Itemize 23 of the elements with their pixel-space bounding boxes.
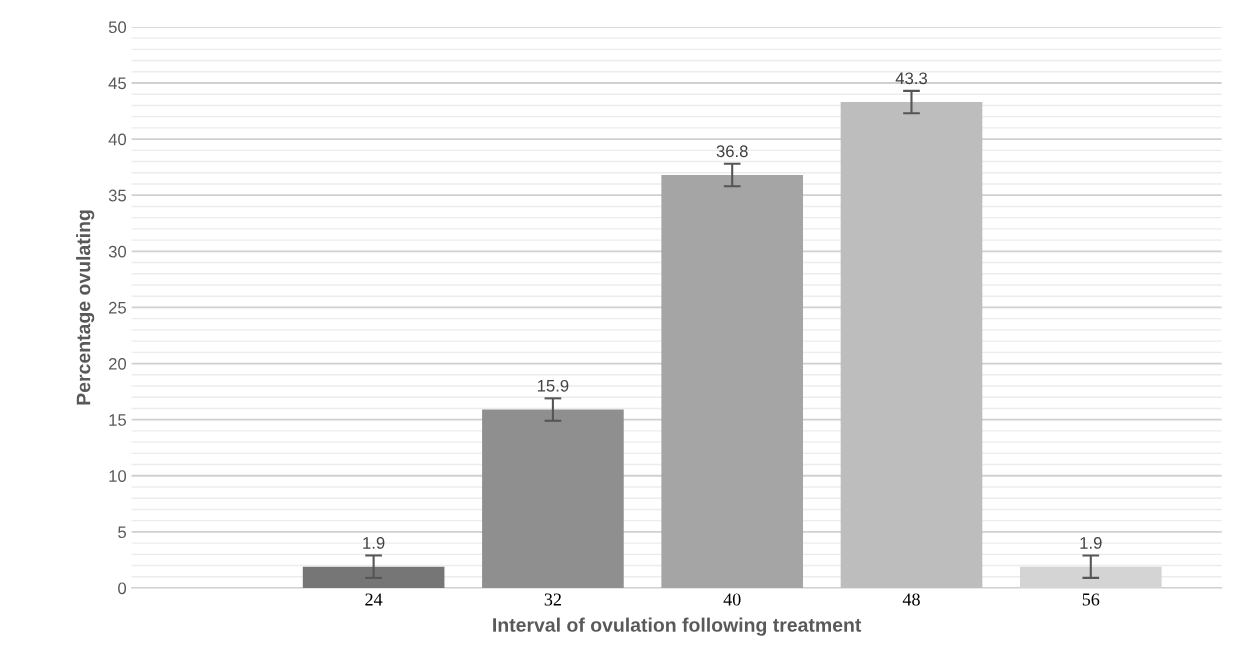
x-axis-title: Interval of ovulation following treatment: [493, 617, 862, 636]
y-tick-label: 25: [109, 301, 127, 314]
y-tick-label: 5: [118, 526, 127, 539]
data-label: 43.3: [895, 72, 927, 85]
y-tick-label: 35: [108, 189, 127, 202]
y-tick-label: 15: [109, 414, 127, 426]
data-label: 36.8: [716, 145, 748, 158]
x-tick-label: 56: [1082, 593, 1100, 606]
data-label: 1.9: [1080, 536, 1102, 549]
y-axis-title: Percentage ovulating: [76, 210, 95, 405]
y-tick-label: 20: [109, 357, 127, 370]
y-tick-label: 40: [108, 133, 127, 146]
x-tick-label: 24: [365, 593, 383, 606]
y-tick-label: 50: [108, 21, 127, 34]
data-label: 1.9: [363, 536, 385, 549]
y-tick-label: 10: [109, 470, 127, 482]
x-tick-label: 40: [723, 593, 741, 606]
y-tick-label: 30: [108, 245, 127, 258]
x-tick-label: 32: [544, 593, 561, 606]
y-tick-label: 45: [108, 77, 127, 90]
data-label: 15.9: [537, 379, 569, 392]
y-tick-label: 0: [118, 582, 127, 595]
x-tick-label: 48: [902, 593, 920, 606]
